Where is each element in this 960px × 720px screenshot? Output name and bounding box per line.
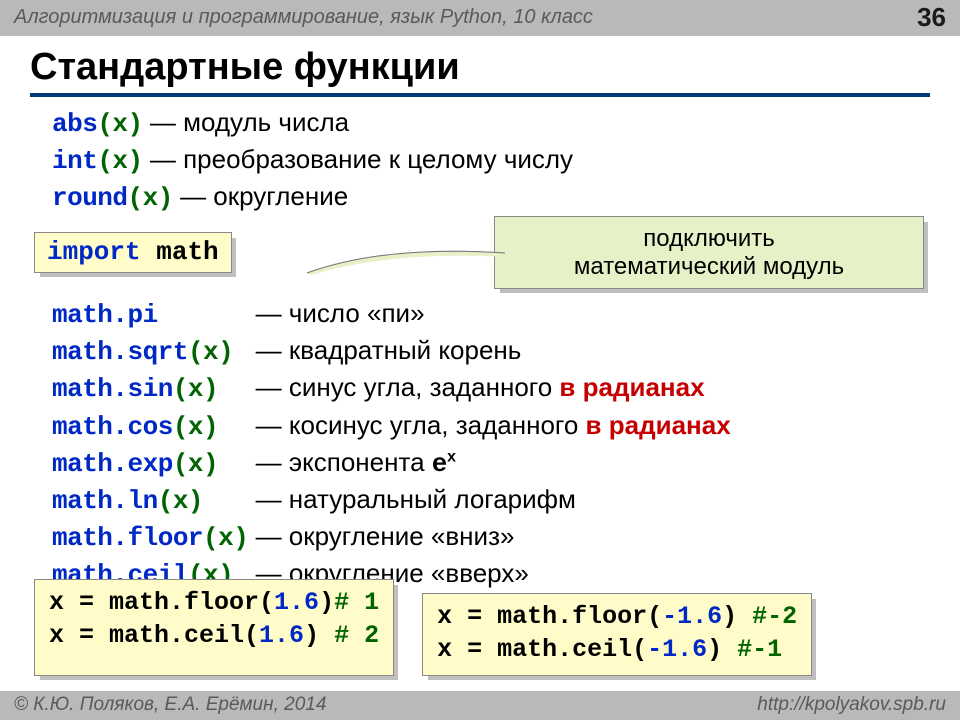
callout-tail-icon — [305, 247, 505, 277]
fn-paren: (x) — [97, 146, 142, 176]
math-fn-row: math.ln(x) — натуральный логарифм — [52, 482, 924, 519]
import-row: import math подключить математический мо… — [34, 222, 924, 290]
fn-name: int — [52, 146, 97, 176]
title-area: Стандартные функции — [0, 36, 960, 97]
callout-line2: математический модуль — [507, 253, 911, 281]
math-fn-row: math.pi — число «пи» — [52, 296, 924, 333]
code-comment: # 2 — [334, 621, 379, 650]
fn-name: round — [52, 183, 128, 213]
callout-line1: подключить — [507, 225, 911, 253]
math-fn-row: math.sqrt(x) — квадратный корень — [52, 333, 924, 370]
math-fn-row: math.cos(x) — косинус угла, заданного в … — [52, 408, 924, 445]
footer-left: © К.Ю. Поляков, Е.А. Ерёмин, 2014 — [14, 694, 326, 716]
code-text: x = math.ceil( — [437, 635, 647, 664]
fn-desc: модуль числа — [183, 107, 349, 137]
import-keyword: import — [47, 237, 141, 267]
example-box-2: x = math.floor(-1.6) #-2 x = math.ceil(-… — [422, 593, 812, 677]
code-comment: # 1 — [334, 588, 379, 617]
builtin-row: int(x) — преобразование к целому числу — [52, 142, 924, 179]
page-number: 36 — [917, 2, 946, 33]
code-text: ) — [319, 588, 334, 617]
content: abs(x) — модуль числа int(x) — преобразо… — [0, 97, 960, 593]
math-fn-row: math.sin(x) — синус угла, заданного в ра… — [52, 370, 924, 407]
math-fn-row: math.floor(x) — округление «вниз» — [52, 519, 924, 556]
fn-paren: (x) — [97, 109, 142, 139]
code-text: x = math.ceil( — [49, 621, 259, 650]
code-num: 1.6 — [259, 621, 304, 650]
fn-name: abs — [52, 109, 97, 139]
examples-row: x = math.floor(1.6)# 1 x = math.ceil(1.6… — [34, 579, 812, 677]
header-bar: Алгоритмизация и программирование, язык … — [0, 0, 960, 36]
import-box: import math — [34, 232, 232, 273]
code-text: ) — [722, 602, 752, 631]
code-text: x = math.floor( — [49, 588, 274, 617]
code-num: 1.6 — [274, 588, 319, 617]
code-text: ) — [707, 635, 737, 664]
builtin-row: round(x) — округление — [52, 179, 924, 216]
builtin-row: abs(x) — модуль числа — [52, 105, 924, 142]
dash: — — [150, 107, 183, 137]
footer-right: http://kpolyakov.spb.ru — [757, 694, 946, 716]
callout-box: подключить математический модуль — [494, 216, 924, 289]
code-text: x = math.floor( — [437, 602, 662, 631]
code-text: ) — [304, 621, 334, 650]
dash: — — [150, 144, 183, 174]
code-comment: #-2 — [752, 602, 797, 631]
math-fn-row: math.exp(x) — экспонента ex — [52, 445, 924, 482]
fn-desc: округление — [213, 181, 348, 211]
fn-paren: (x) — [128, 183, 173, 213]
course-title: Алгоритмизация и программирование, язык … — [14, 6, 593, 29]
footer-bar: © К.Ю. Поляков, Е.А. Ерёмин, 2014 http:/… — [0, 691, 960, 720]
import-module: math — [156, 237, 218, 267]
code-comment: #-1 — [737, 635, 782, 664]
page-title: Стандартные функции — [30, 46, 930, 97]
dash: — — [180, 181, 213, 211]
code-num: -1.6 — [647, 635, 707, 664]
code-num: -1.6 — [662, 602, 722, 631]
example-box-1: x = math.floor(1.6)# 1 x = math.ceil(1.6… — [34, 579, 394, 677]
math-fn-list: math.pi — число «пи»math.sqrt(x) — квадр… — [52, 296, 924, 593]
fn-desc: преобразование к целому числу — [183, 144, 573, 174]
